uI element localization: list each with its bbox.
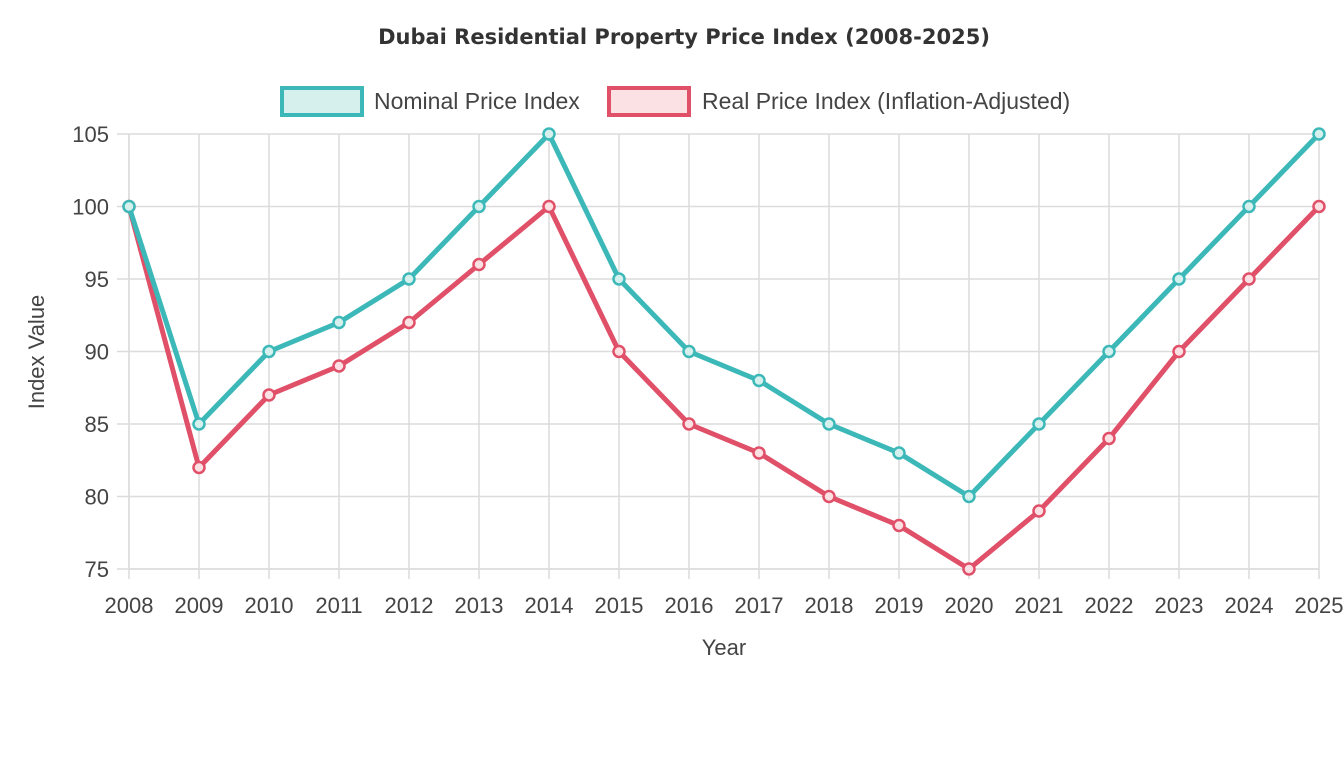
x-tick-label: 2015	[595, 593, 644, 618]
x-tick-label: 2010	[245, 593, 294, 618]
data-point[interactable]	[682, 417, 696, 431]
data-point[interactable]	[332, 315, 346, 330]
series-line	[126, 204, 1322, 572]
x-tick-label: 2024	[1225, 593, 1274, 618]
data-point[interactable]	[262, 344, 276, 359]
data-point[interactable]	[262, 388, 276, 402]
data-point[interactable]	[1312, 127, 1326, 141]
data-point[interactable]	[402, 272, 416, 286]
data-point[interactable]	[1172, 344, 1186, 359]
y-tick-label: 75	[85, 557, 109, 582]
series-nominal	[122, 127, 1326, 504]
y-axis-ticks: 75 80 85 90 95 100 105	[72, 122, 109, 582]
y-tick-label: 105	[72, 122, 109, 147]
y-axis-title: Index Value	[24, 295, 49, 410]
x-tick-label: 2013	[455, 593, 504, 618]
legend-item-nominal[interactable]: Nominal Price Index	[280, 86, 580, 117]
y-tick-label: 100	[72, 195, 109, 220]
legend-label-nominal: Nominal Price Index	[374, 88, 580, 114]
data-point[interactable]	[1032, 417, 1046, 431]
data-point[interactable]	[192, 460, 206, 475]
data-point[interactable]	[612, 272, 626, 286]
x-tick-label: 2016	[665, 593, 714, 618]
x-tick-label: 2012	[385, 593, 434, 618]
x-tick-label: 2019	[875, 593, 924, 618]
y-tick-label: 90	[85, 340, 109, 365]
x-tick-label: 2021	[1015, 593, 1064, 618]
data-point[interactable]	[332, 359, 346, 373]
y-tick-label: 95	[85, 267, 109, 292]
series-real	[122, 199, 1326, 576]
data-point[interactable]	[1312, 199, 1326, 214]
data-point[interactable]	[682, 344, 696, 359]
legend: Nominal Price Index Real Price Index (In…	[280, 86, 1070, 117]
x-tick-label: 2020	[945, 593, 994, 618]
x-tick-label: 2023	[1155, 593, 1204, 618]
x-tick-label: 2008	[105, 593, 154, 618]
data-point[interactable]	[1242, 199, 1256, 214]
data-point[interactable]	[752, 446, 766, 460]
data-point[interactable]	[472, 257, 486, 272]
x-tick-label: 2009	[175, 593, 224, 618]
data-point[interactable]	[752, 373, 766, 388]
x-tick-label: 2018	[805, 593, 854, 618]
x-axis-title: Year	[702, 635, 746, 660]
x-tick-label: 2022	[1085, 593, 1134, 618]
data-point[interactable]	[1172, 272, 1186, 286]
legend-swatch-real	[607, 86, 691, 117]
data-point[interactable]	[122, 199, 136, 214]
data-point[interactable]	[542, 127, 556, 141]
data-point[interactable]	[1102, 431, 1116, 446]
legend-label-real: Real Price Index (Inflation-Adjusted)	[702, 88, 1070, 114]
data-point[interactable]	[402, 315, 416, 330]
data-point[interactable]	[892, 518, 906, 533]
x-axis-ticks: 2008 2009 2010 2011 2012 2013 2014 2015 2016 2017…	[105, 593, 1344, 618]
data-point[interactable]	[1032, 504, 1046, 518]
legend-swatch-nominal	[280, 86, 364, 117]
data-point[interactable]	[962, 562, 976, 576]
data-point[interactable]	[192, 417, 206, 431]
y-tick-label: 85	[85, 412, 109, 437]
grid	[117, 133, 1320, 579]
data-point[interactable]	[962, 489, 976, 504]
x-tick-label: 2011	[315, 593, 362, 618]
data-point[interactable]	[612, 344, 626, 359]
x-tick-label: 2025	[1295, 593, 1344, 618]
data-point[interactable]	[892, 446, 906, 460]
x-tick-label: 2014	[525, 593, 574, 618]
series-line	[126, 131, 1322, 499]
series-layer	[122, 127, 1326, 576]
chart-title: Dubai Residential Property Price Index (…	[378, 25, 990, 49]
y-tick-label: 80	[85, 485, 109, 510]
data-point[interactable]	[472, 199, 486, 214]
data-point[interactable]	[1102, 344, 1116, 359]
data-point[interactable]	[822, 489, 836, 504]
data-point[interactable]	[1242, 272, 1256, 286]
legend-item-real[interactable]: Real Price Index (Inflation-Adjusted)	[607, 86, 1070, 117]
data-point[interactable]	[542, 199, 556, 214]
x-tick-label: 2017	[735, 593, 784, 618]
data-point[interactable]	[822, 417, 836, 431]
